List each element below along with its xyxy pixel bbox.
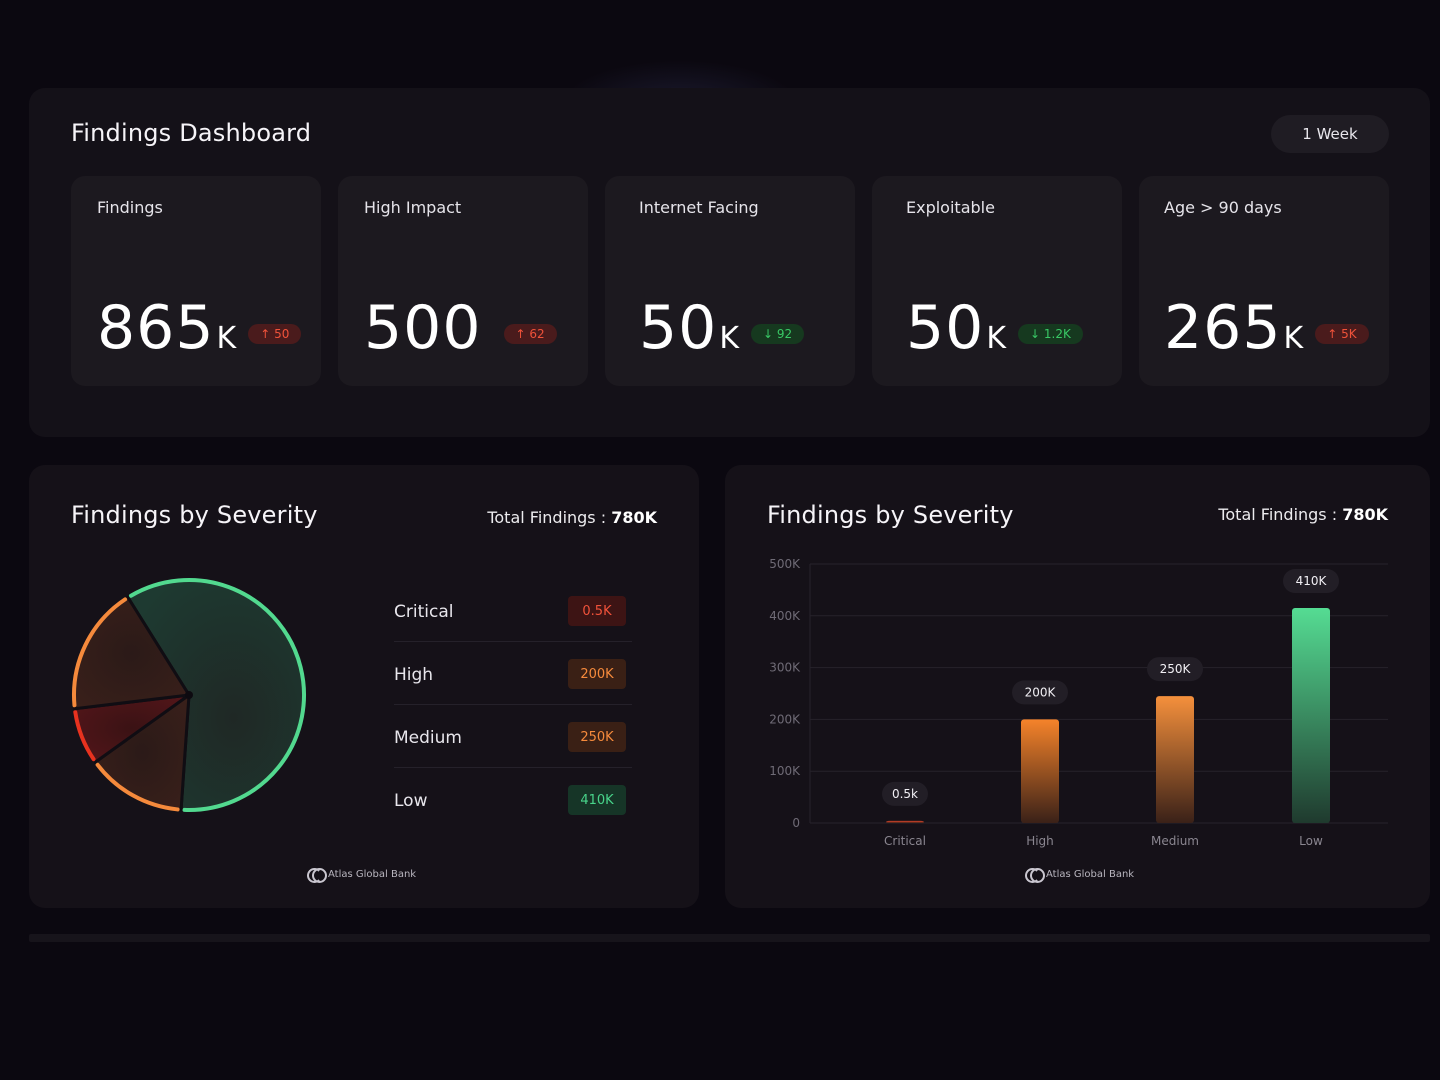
- pie-slice-medium-arc: [95, 762, 180, 812]
- pie-slice-critical-arc: [73, 710, 96, 762]
- legend-value-badge: 250K: [568, 722, 626, 752]
- pie-center-dot: [185, 691, 193, 699]
- period-selector-button[interactable]: 1 Week: [1271, 115, 1389, 153]
- metric-unit: K: [986, 321, 1007, 356]
- metric-label: Findings: [97, 198, 163, 217]
- legend-row-high: High 200K: [394, 643, 632, 705]
- findings-dashboard-panel: Findings Dashboard 1 Week Findings 865 K…: [29, 88, 1430, 437]
- legend-name: Critical: [394, 602, 454, 622]
- legend-row-low: Low 410K: [394, 769, 632, 831]
- legend-row-critical: Critical 0.5K: [394, 580, 632, 642]
- bar-critical[interactable]: [886, 820, 924, 823]
- metric-label: Exploitable: [906, 198, 995, 217]
- bar-value-pill: [1147, 657, 1203, 682]
- metric-label: Internet Facing: [639, 198, 759, 217]
- y-tick-label: 300K: [769, 661, 801, 675]
- metric-card-internet-facing[interactable]: Internet Facing 50 K ↓ 92: [605, 176, 855, 386]
- metric-unit: K: [1283, 321, 1304, 356]
- y-tick-label: 100K: [769, 764, 801, 778]
- metric-label: High Impact: [364, 198, 462, 217]
- metric-unit: K: [719, 321, 740, 356]
- total-label: Total Findings :: [487, 508, 612, 527]
- y-tick-label: 500K: [769, 557, 801, 571]
- bar-low[interactable]: [1292, 608, 1330, 823]
- total-value: 780K: [611, 508, 657, 527]
- legend-row-medium: Medium 250K: [394, 706, 632, 768]
- brand-name: Atlas Global Bank: [328, 868, 417, 880]
- bar-value-pill: [882, 781, 928, 806]
- legend-name: High: [394, 665, 434, 685]
- y-tick-label: 400K: [769, 609, 801, 623]
- metric-delta-badge: ↓ 92: [751, 324, 805, 344]
- total-label: Total Findings :: [1218, 505, 1343, 524]
- severity-pie-chart: [72, 578, 306, 812]
- metric-delta-badge: ↑ 5K: [1315, 324, 1369, 344]
- bar-panel-title: Findings by Severity: [767, 501, 1014, 529]
- y-tick-label: 0: [792, 816, 800, 830]
- pie-slice-high-arc: [72, 597, 128, 708]
- total-value: 780K: [1342, 505, 1388, 524]
- legend-name: Low: [394, 791, 428, 811]
- metric-card-high-impact[interactable]: High Impact 500 ↑ 62: [338, 176, 588, 386]
- brand-footer: Atlas Global Bank: [1025, 868, 1135, 883]
- bar-value-label: 410K: [1296, 574, 1328, 588]
- metric-label: Age > 90 days: [1164, 198, 1282, 217]
- metric-delta-badge: ↑ 50: [248, 324, 302, 344]
- severity-bar-chart: 0 100K 200K 300K 400K 500K 0.5k Critical 200K Hi…: [769, 557, 1388, 848]
- legend-value-badge: 200K: [568, 659, 626, 689]
- metric-value: 50: [639, 293, 718, 363]
- legend-value-badge: 0.5K: [568, 596, 626, 626]
- metric-unit: K: [216, 321, 237, 356]
- severity-pie-panel: Findings by Severity Total Findings : 78…: [29, 465, 699, 908]
- bar-value-label: 0.5k: [892, 787, 918, 801]
- x-category-label: Critical: [884, 834, 926, 848]
- bar-total-findings: Total Findings : 780K: [1218, 505, 1388, 524]
- pie-slice-low-arc: [128, 578, 306, 812]
- metric-value: 500: [364, 293, 482, 363]
- bar-high[interactable]: [1021, 719, 1059, 823]
- metric-value: 50: [906, 293, 985, 363]
- bar-value-pill: [1012, 680, 1068, 705]
- metric-value: 865: [97, 293, 215, 363]
- metric-card-age-90-days[interactable]: Age > 90 days 265 K ↑ 5K: [1139, 176, 1389, 386]
- legend-name: Medium: [394, 728, 462, 748]
- metric-card-exploitable[interactable]: Exploitable 50 K ↓ 1.2K: [872, 176, 1122, 386]
- severity-bar-panel: Findings by Severity Total Findings : 78…: [725, 465, 1430, 908]
- metric-value: 265: [1164, 293, 1282, 363]
- brand-logo-icon: [1025, 868, 1045, 883]
- brand-logo-icon: [307, 868, 327, 883]
- page-title: Findings Dashboard: [71, 119, 312, 147]
- bar-value-label: 250K: [1160, 662, 1192, 676]
- y-tick-label: 200K: [769, 712, 801, 726]
- metric-delta-badge: ↑ 62: [503, 324, 557, 344]
- brand-footer: Atlas Global Bank: [307, 868, 417, 883]
- bar-medium[interactable]: [1156, 696, 1194, 823]
- x-category-label: High: [1026, 834, 1054, 848]
- legend-value-badge: 410K: [568, 785, 626, 815]
- metric-card-findings[interactable]: Findings 865 K ↑ 50: [71, 176, 321, 386]
- next-panel-edge: [29, 934, 1430, 942]
- pie-panel-title: Findings by Severity: [71, 501, 318, 529]
- bar-value-pill: [1283, 569, 1339, 594]
- metric-delta-badge: ↓ 1.2K: [1018, 324, 1083, 344]
- x-category-label: Medium: [1151, 834, 1199, 848]
- bar-value-label: 200K: [1025, 685, 1057, 699]
- pie-total-findings: Total Findings : 780K: [487, 508, 657, 527]
- brand-name: Atlas Global Bank: [1046, 868, 1135, 880]
- x-category-label: Low: [1299, 834, 1323, 848]
